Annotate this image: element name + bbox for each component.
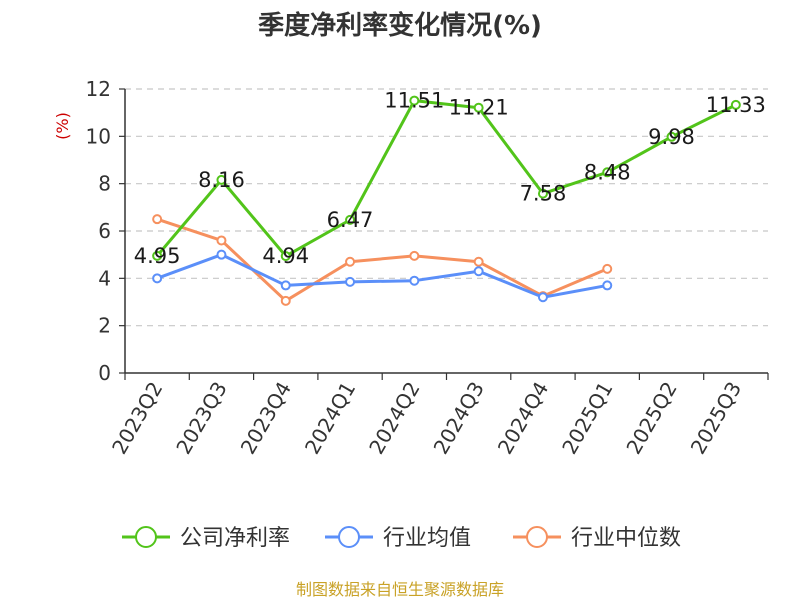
y-tick-label: 12 — [86, 77, 111, 101]
y-tick-label: 2 — [98, 314, 111, 338]
x-tick-label: 2025Q3 — [686, 378, 746, 459]
data-point[interactable] — [280, 251, 291, 262]
data-label: 11.51 — [384, 89, 444, 113]
legend-label: 行业中位数 — [571, 526, 681, 551]
data-point[interactable] — [473, 266, 484, 277]
legend-marker — [135, 526, 157, 548]
data-label: 8.48 — [584, 160, 631, 184]
data-label: 11.21 — [449, 96, 509, 120]
series-group — [152, 95, 741, 306]
data-point[interactable] — [537, 188, 548, 199]
legend[interactable]: 公司净利率 行业均值 行业中位数 — [122, 526, 681, 551]
y-axis-ticks: 0 2 4 6 8 10 12 — [86, 77, 125, 385]
y-tick-label: 8 — [98, 172, 111, 196]
data-label: 4.94 — [262, 244, 309, 268]
data-point[interactable] — [602, 280, 613, 291]
data-point[interactable] — [730, 99, 741, 110]
data-point[interactable] — [473, 256, 484, 267]
legend-item[interactable]: 行业中位数 — [513, 526, 681, 551]
series-2 — [152, 214, 613, 306]
data-point[interactable] — [602, 167, 613, 178]
x-tick-label: 2024Q3 — [429, 378, 489, 459]
x-tick-label: 2023Q3 — [171, 378, 231, 459]
y-axis-label: (%) — [53, 112, 72, 140]
data-point[interactable] — [409, 250, 420, 261]
series-1 — [152, 249, 613, 303]
source-note: 制图数据来自恒生聚源数据库 — [296, 580, 504, 599]
data-point[interactable] — [216, 235, 227, 246]
data-label: 7.58 — [520, 182, 567, 206]
data-point[interactable] — [280, 280, 291, 291]
data-point[interactable] — [345, 256, 356, 267]
data-point[interactable] — [602, 263, 613, 274]
data-point[interactable] — [152, 273, 163, 284]
data-point[interactable] — [345, 276, 356, 287]
legend-label: 公司净利率 — [180, 526, 290, 551]
y-tick-label: 4 — [98, 266, 111, 290]
x-tick-label: 2024Q4 — [493, 378, 553, 459]
x-tick-label: 2024Q1 — [300, 378, 360, 459]
y-tick-label: 0 — [98, 361, 111, 385]
y-tick-label: 10 — [86, 124, 111, 148]
legend-marker — [526, 526, 548, 548]
data-label: 9.98 — [648, 125, 695, 149]
data-point[interactable] — [152, 214, 163, 225]
data-labels: 4.95 8.16 4.94 6.47 11.51 11.21 7.58 8.48 9.98 11… — [134, 89, 766, 268]
data-label: 4.95 — [134, 244, 181, 268]
data-point[interactable] — [666, 131, 677, 142]
data-point[interactable] — [280, 295, 291, 306]
series-line — [156, 217, 608, 303]
data-point[interactable] — [409, 275, 420, 286]
legend-label: 行业均值 — [383, 526, 471, 551]
series-line — [156, 99, 737, 258]
chart-title: 季度净利率变化情况(%) — [258, 10, 542, 41]
series-line — [156, 253, 608, 299]
legend-item[interactable]: 行业均值 — [325, 526, 471, 551]
y-tick-label: 6 — [98, 219, 111, 243]
data-label: 8.16 — [198, 168, 245, 192]
legend-marker — [338, 526, 360, 548]
data-label: 11.33 — [706, 93, 766, 117]
x-tick-label: 2023Q4 — [236, 378, 296, 459]
data-point[interactable] — [216, 249, 227, 260]
x-tick-label: 2023Q2 — [107, 378, 167, 459]
series-0 — [152, 95, 741, 262]
x-tick-label: 2024Q2 — [364, 378, 424, 459]
x-tick-label: 2025Q1 — [557, 378, 617, 459]
data-point[interactable] — [409, 95, 420, 106]
data-point[interactable] — [216, 174, 227, 185]
data-point[interactable] — [473, 102, 484, 113]
legend-item[interactable]: 公司净利率 — [122, 526, 290, 551]
x-tick-label: 2025Q2 — [621, 378, 681, 459]
data-point[interactable] — [345, 214, 356, 225]
data-label: 6.47 — [327, 208, 374, 232]
data-point[interactable] — [537, 292, 548, 303]
data-point[interactable] — [152, 250, 163, 261]
grid-lines — [125, 88, 768, 327]
x-axis-ticks: 2023Q2 2023Q3 2023Q4 2024Q1 2024Q2 2024Q3 2024… — [107, 373, 769, 459]
